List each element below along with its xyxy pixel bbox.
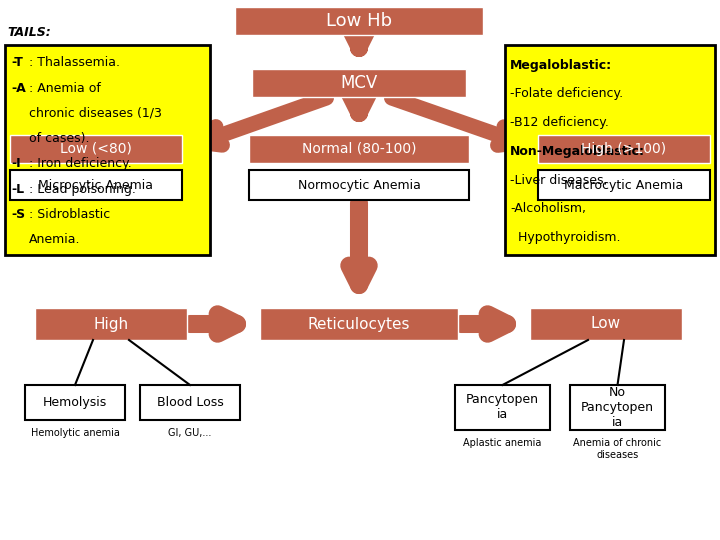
FancyBboxPatch shape: [570, 385, 665, 430]
Text: : Lead poisoning.: : Lead poisoning.: [29, 183, 136, 195]
Text: GI, GU,...: GI, GU,...: [168, 428, 212, 438]
FancyBboxPatch shape: [260, 308, 458, 340]
FancyBboxPatch shape: [140, 385, 240, 420]
Text: : Sidroblastic: : Sidroblastic: [29, 208, 110, 221]
Text: -Alcoholism,: -Alcoholism,: [510, 202, 586, 215]
Text: Low Hb: Low Hb: [326, 12, 392, 30]
Text: Low (<80): Low (<80): [60, 142, 132, 156]
Text: High (>100): High (>100): [582, 142, 667, 156]
Text: Non-Megaloblastic:: Non-Megaloblastic:: [510, 145, 645, 158]
FancyBboxPatch shape: [530, 308, 682, 340]
FancyBboxPatch shape: [249, 135, 469, 163]
Text: Hemolysis: Hemolysis: [43, 396, 107, 409]
Text: -A: -A: [11, 82, 26, 94]
Text: : Thalassemia.: : Thalassemia.: [29, 56, 120, 69]
Text: of cases).: of cases).: [29, 132, 89, 145]
Text: Anemia.: Anemia.: [29, 233, 81, 246]
Text: -T: -T: [11, 56, 23, 69]
Text: No
Pancytopen
ia: No Pancytopen ia: [581, 386, 654, 429]
FancyBboxPatch shape: [10, 170, 182, 200]
Text: Hemolytic anemia: Hemolytic anemia: [30, 428, 120, 438]
Text: -I: -I: [11, 158, 21, 171]
Text: -Folate deficiency.: -Folate deficiency.: [510, 87, 623, 100]
Text: Pancytopen
ia: Pancytopen ia: [466, 394, 539, 422]
Text: MCV: MCV: [341, 74, 377, 92]
Text: TAILS:: TAILS:: [7, 26, 50, 39]
FancyBboxPatch shape: [455, 385, 550, 430]
Text: : Iron deficiency.: : Iron deficiency.: [29, 158, 132, 171]
Text: Low: Low: [591, 316, 621, 332]
Text: Normal (80-100): Normal (80-100): [302, 142, 416, 156]
Text: : Anemia of: : Anemia of: [29, 82, 101, 94]
Text: Reticulocytes: Reticulocytes: [307, 316, 410, 332]
Text: -B12 deficiency.: -B12 deficiency.: [510, 116, 609, 129]
FancyBboxPatch shape: [249, 170, 469, 200]
Text: Anemia of chronic
diseases: Anemia of chronic diseases: [573, 438, 662, 460]
FancyBboxPatch shape: [35, 308, 187, 340]
Text: High: High: [94, 316, 129, 332]
Text: Blood Loss: Blood Loss: [157, 396, 223, 409]
FancyBboxPatch shape: [538, 170, 710, 200]
FancyBboxPatch shape: [10, 135, 182, 163]
Text: -Liver diseases,: -Liver diseases,: [510, 174, 608, 187]
Text: Megaloblastic:: Megaloblastic:: [510, 59, 612, 72]
Text: -L: -L: [11, 183, 24, 195]
Text: chronic diseases (1/3: chronic diseases (1/3: [29, 107, 162, 120]
Text: -S: -S: [11, 208, 25, 221]
FancyBboxPatch shape: [252, 69, 466, 97]
FancyBboxPatch shape: [505, 45, 715, 255]
FancyBboxPatch shape: [5, 45, 210, 255]
FancyBboxPatch shape: [538, 135, 710, 163]
Text: Macrocytic Anemia: Macrocytic Anemia: [564, 179, 683, 192]
Text: Microcytic Anemia: Microcytic Anemia: [38, 179, 153, 192]
Text: Aplastic anemia: Aplastic anemia: [463, 438, 541, 448]
Text: Normocytic Anemia: Normocytic Anemia: [297, 179, 420, 192]
FancyBboxPatch shape: [25, 385, 125, 420]
Text: Hypothyroidism.: Hypothyroidism.: [510, 231, 621, 244]
FancyBboxPatch shape: [235, 7, 483, 35]
